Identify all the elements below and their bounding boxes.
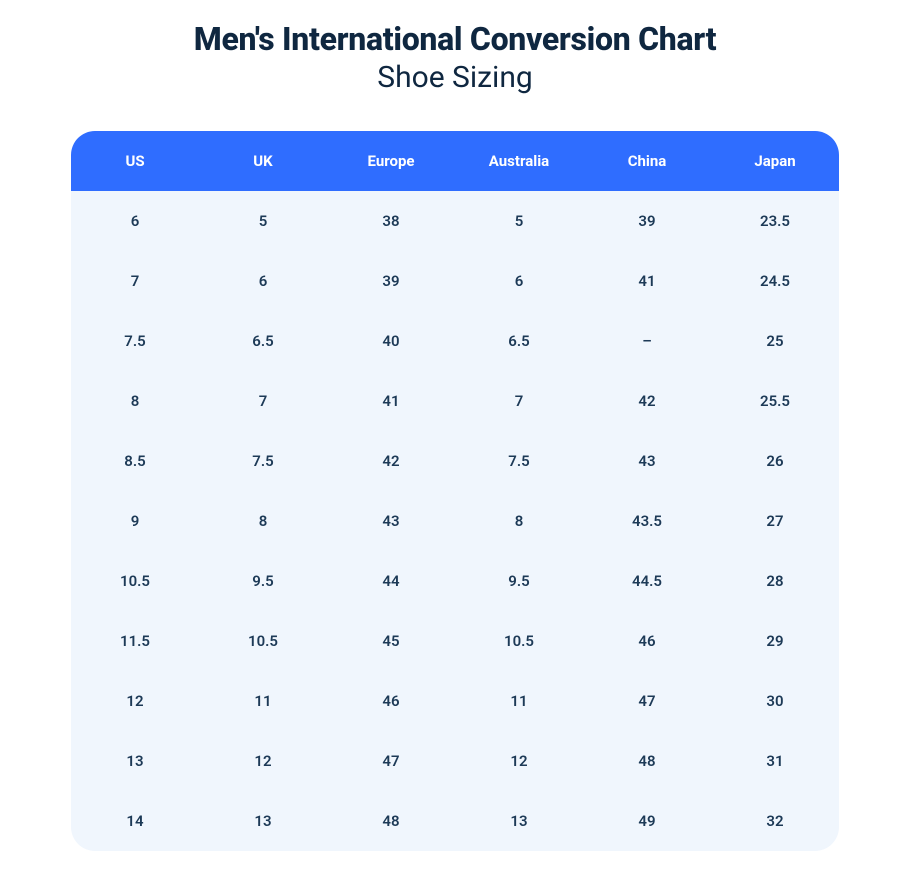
table-cell: 49 (583, 791, 711, 851)
table-row: 121146114730 (71, 671, 839, 731)
table-row: 11.510.54510.54629 (71, 611, 839, 671)
table-cell: 44.5 (583, 551, 711, 611)
table-cell: 25 (711, 311, 839, 371)
table-cell: 9.5 (455, 551, 583, 611)
table-cell: 26 (711, 431, 839, 491)
table-body: 653853923.5763964124.57.56.5406.5–258741… (71, 191, 839, 851)
page-title-sub: Shoe Sizing (0, 60, 910, 95)
conversion-table: US UK Europe Australia China Japan 65385… (71, 131, 839, 851)
table-cell: 11 (455, 671, 583, 731)
table-cell: 48 (583, 731, 711, 791)
table-row: 874174225.5 (71, 371, 839, 431)
table-cell: 39 (583, 191, 711, 251)
table-cell: 32 (711, 791, 839, 851)
table-row: 653853923.5 (71, 191, 839, 251)
table-cell: 6 (71, 191, 199, 251)
table-cell: 48 (327, 791, 455, 851)
table-cell: 14 (71, 791, 199, 851)
table-cell: 30 (711, 671, 839, 731)
table-cell: 25.5 (711, 371, 839, 431)
table-cell: 24.5 (711, 251, 839, 311)
table-cell: 31 (711, 731, 839, 791)
table-cell: 7 (71, 251, 199, 311)
table-cell: – (583, 311, 711, 371)
table-cell: 7 (199, 371, 327, 431)
table-cell: 11.5 (71, 611, 199, 671)
table-row: 141348134932 (71, 791, 839, 851)
table-cell: 41 (327, 371, 455, 431)
table-cell: 7.5 (71, 311, 199, 371)
table-cell: 47 (327, 731, 455, 791)
table-cell: 27 (711, 491, 839, 551)
table-row: 7.56.5406.5–25 (71, 311, 839, 371)
table-cell: 42 (583, 371, 711, 431)
col-header-australia: Australia (455, 131, 583, 191)
table-cell: 46 (583, 611, 711, 671)
table-row: 9843843.527 (71, 491, 839, 551)
table-cell: 28 (711, 551, 839, 611)
table-cell: 12 (71, 671, 199, 731)
table-cell: 40 (327, 311, 455, 371)
table-cell: 13 (199, 791, 327, 851)
table-cell: 12 (199, 731, 327, 791)
table-cell: 41 (583, 251, 711, 311)
table-cell: 13 (455, 791, 583, 851)
table-cell: 46 (327, 671, 455, 731)
table-cell: 38 (327, 191, 455, 251)
table-cell: 23.5 (711, 191, 839, 251)
table-cell: 8.5 (71, 431, 199, 491)
page-title-main: Men's International Conversion Chart (0, 20, 910, 58)
table-cell: 8 (455, 491, 583, 551)
table-cell: 10.5 (71, 551, 199, 611)
col-header-china: China (583, 131, 711, 191)
table-cell: 43.5 (583, 491, 711, 551)
table-cell: 7 (455, 371, 583, 431)
table-cell: 9.5 (199, 551, 327, 611)
table-cell: 39 (327, 251, 455, 311)
table-cell: 5 (199, 191, 327, 251)
table-cell: 6.5 (199, 311, 327, 371)
table-cell: 43 (583, 431, 711, 491)
col-header-uk: UK (199, 131, 327, 191)
table-cell: 42 (327, 431, 455, 491)
table-cell: 11 (199, 671, 327, 731)
table-row: 10.59.5449.544.528 (71, 551, 839, 611)
table-cell: 7.5 (455, 431, 583, 491)
table-cell: 12 (455, 731, 583, 791)
table-cell: 6 (199, 251, 327, 311)
table-cell: 44 (327, 551, 455, 611)
table-cell: 45 (327, 611, 455, 671)
table-row: 131247124831 (71, 731, 839, 791)
table-row: 8.57.5427.54326 (71, 431, 839, 491)
table-cell: 10.5 (455, 611, 583, 671)
table-cell: 8 (71, 371, 199, 431)
table-cell: 10.5 (199, 611, 327, 671)
col-header-japan: Japan (711, 131, 839, 191)
table-cell: 6.5 (455, 311, 583, 371)
table-cell: 5 (455, 191, 583, 251)
table-cell: 13 (71, 731, 199, 791)
table-cell: 47 (583, 671, 711, 731)
col-header-europe: Europe (327, 131, 455, 191)
table-header-row: US UK Europe Australia China Japan (71, 131, 839, 191)
table-cell: 7.5 (199, 431, 327, 491)
col-header-us: US (71, 131, 199, 191)
table-cell: 6 (455, 251, 583, 311)
table-cell: 43 (327, 491, 455, 551)
table-cell: 9 (71, 491, 199, 551)
table-cell: 29 (711, 611, 839, 671)
table-row: 763964124.5 (71, 251, 839, 311)
table-cell: 8 (199, 491, 327, 551)
